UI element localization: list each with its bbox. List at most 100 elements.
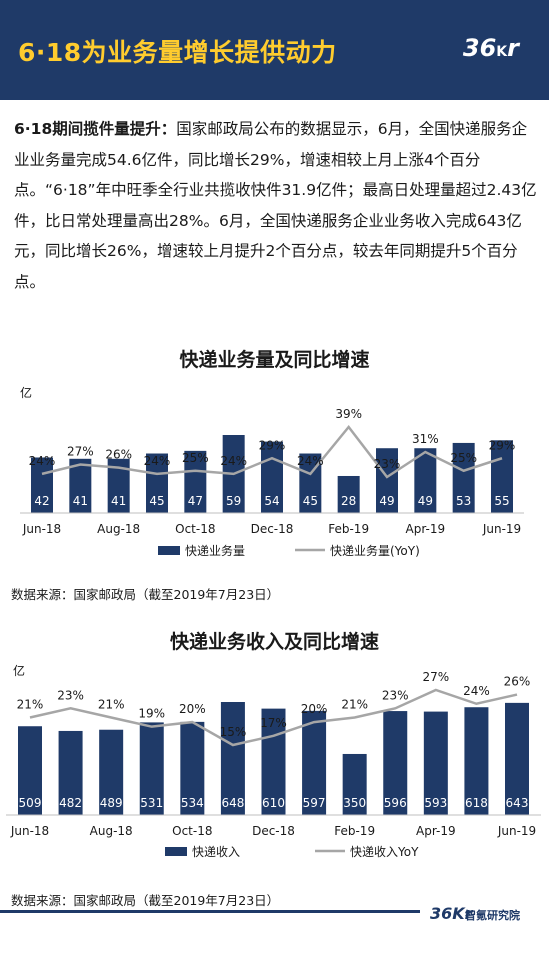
chart1-bar-1 [69, 458, 92, 513]
chart1-bar-10 [414, 448, 437, 513]
chart2-x-tick-6: Jun-19 [497, 824, 536, 838]
chart2-title: 快递业务收入及同比增速 [169, 631, 379, 653]
intro-paragraph: 6·18期间揽件量提升：国家邮政局公布的数据显示，6月，全国快递服务企业业务量完… [14, 114, 539, 297]
chart1-yoy-label-0: 24% [29, 454, 56, 468]
chart1-bar-label-7: 45 [303, 494, 318, 508]
chart2-bar-label-12: 643 [506, 796, 529, 810]
chart2-yoy-label-3: 19% [138, 707, 165, 721]
chart2-x-tick-0: Jun-18 [10, 824, 49, 838]
chart1-bar-8 [337, 475, 360, 513]
footer-divider [0, 910, 420, 913]
chart2-bar-11 [464, 707, 489, 815]
chart2-yoy-label-2: 21% [98, 698, 125, 712]
chart2-bar-label-3: 531 [140, 796, 163, 810]
chart1-x-tick-1: Aug-18 [97, 522, 140, 536]
chart2-yoy-label-9: 23% [382, 688, 409, 702]
chart1-bar-label-3: 45 [149, 494, 164, 508]
header-banner: 6·18为业务量增长提供动力 36Kr [0, 0, 549, 100]
chart1-bar-label-12: 55 [494, 494, 509, 508]
chart1-yoy-label-2: 26% [105, 448, 132, 462]
chart2-bar-0 [18, 726, 42, 815]
chart2-bar-3 [139, 722, 164, 815]
chart2-yoy-label-5: 15% [220, 725, 247, 739]
chart2-bar-label-4: 534 [181, 796, 204, 810]
chart1-source: 数据来源：国家邮政局（截至2019年7月23日） [11, 587, 280, 602]
chart2-x-tick-4: Feb-19 [334, 824, 375, 838]
chart1-bar-label-0: 42 [34, 494, 49, 508]
brand-logo: 36Kr [462, 34, 519, 62]
chart2-bar-label-6: 610 [262, 796, 285, 810]
chart1-yoy-label-9: 23% [374, 457, 401, 471]
chart1-yoy-label-5: 24% [220, 454, 247, 468]
chart2-x-tick-5: Apr-19 [416, 824, 456, 838]
footer-logo: 36Kr [430, 904, 473, 923]
chart2-bar-label-9: 596 [384, 796, 407, 810]
chart1-x-tick-0: Jun-18 [22, 522, 61, 536]
chart1-yoy-label-10: 31% [412, 432, 439, 446]
chart1-bar-label-4: 47 [188, 494, 203, 508]
chart1-yoy-label-7: 24% [297, 454, 324, 468]
chart2-bar-label-11: 618 [465, 796, 488, 810]
chart2-legend-bar-label: 快递收入 [192, 845, 240, 859]
chart2-bar-label-0: 509 [19, 796, 42, 810]
chart1-bar-2 [107, 458, 130, 513]
chart2-bar-4 [180, 721, 205, 815]
volume-chart: 亿 42 41 41 45 47 59 54 45 28 49 49 53 55 24% 27% 26% 24% 2… [20, 385, 524, 558]
chart1-yoy-label-11: 25% [450, 451, 477, 465]
chart2-bar-5 [220, 702, 245, 815]
chart1-yoy-label-12: 29% [489, 438, 516, 452]
chart2-legend-line-label: 快递收入YoY [350, 845, 419, 859]
chart1-bar-label-5: 59 [226, 494, 241, 508]
chart2-yoy-label-10: 27% [422, 670, 449, 684]
chart1-legend-bar-label: 快递业务量 [185, 543, 245, 558]
chart1-x-tick-4: Feb-19 [328, 522, 369, 536]
chart2-yoy-label-1: 23% [57, 688, 84, 702]
intro-text: 国家邮政局公布的数据显示，6月，全国快递服务企业业务量完成54.6亿件，同比增长… [14, 120, 537, 291]
chart2-bar-label-7: 597 [303, 796, 326, 810]
revenue-chart: 亿 509 482 489 531 534 648 610 597 350 596 593 618 643… [6, 663, 541, 859]
chart2-x-tick-2: Oct-18 [172, 824, 212, 838]
chart2-bar-12 [505, 702, 529, 815]
chart2-bar-label-1: 482 [59, 796, 82, 810]
chart1-legend-line-label: 快递业务量(YoY) [330, 543, 420, 558]
chart1-title: 快递业务量及同比增速 [179, 349, 370, 371]
chart2-legend-bar-swatch [165, 847, 187, 856]
chart2-yoy-label-12: 26% [504, 675, 531, 689]
chart2-bar-6 [261, 708, 286, 815]
intro-lead: 6·18期间揽件量提升： [14, 120, 177, 138]
chart2-bar-9 [383, 711, 408, 815]
chart2-bar-label-5: 648 [221, 796, 244, 810]
chart1-x-tick-5: Apr-19 [406, 522, 446, 536]
chart2-yoy-label-11: 24% [463, 684, 490, 698]
chart1-bar-11 [452, 442, 475, 513]
chart2-bar-label-10: 593 [424, 796, 447, 810]
chart2-x-tick-3: Dec-18 [252, 824, 295, 838]
chart1-bar-label-6: 54 [264, 494, 279, 508]
chart2-yoy-label-7: 20% [301, 702, 328, 716]
chart2-bar-10 [423, 711, 448, 815]
chart2-bar-label-2: 489 [100, 796, 123, 810]
chart2-bar-2 [99, 729, 124, 815]
chart1-unit-label: 亿 [20, 385, 32, 400]
chart1-yoy-label-6: 29% [259, 438, 286, 452]
chart2-bar-1 [58, 730, 83, 815]
chart2-bar-label-8: 350 [343, 796, 366, 810]
chart2-bar-8 [342, 753, 367, 815]
chart1-bar-label-8: 28 [341, 494, 356, 508]
chart1-yoy-label-4: 25% [182, 451, 209, 465]
chart1-bar-label-9: 49 [379, 494, 394, 508]
chart1-bar-label-1: 41 [73, 494, 88, 508]
chart1-bar-label-10: 49 [418, 494, 433, 508]
chart2-yoy-label-8: 21% [341, 698, 368, 712]
chart2-unit-label: 亿 [13, 663, 25, 678]
chart1-bar-label-11: 53 [456, 494, 471, 508]
chart1-bar-12 [491, 440, 513, 513]
chart1-x-tick-6: Jun-19 [482, 522, 521, 536]
chart1-bar-label-2: 41 [111, 494, 126, 508]
chart2-yoy-label-0: 21% [17, 698, 44, 712]
page-title: 6·18为业务量增长提供动力 [18, 38, 337, 67]
chart2-yoy-label-4: 20% [179, 702, 206, 716]
chart1-yoy-label-3: 24% [144, 454, 171, 468]
chart1-x-tick-2: Oct-18 [175, 522, 215, 536]
chart1-x-tick-3: Dec-18 [251, 522, 294, 536]
